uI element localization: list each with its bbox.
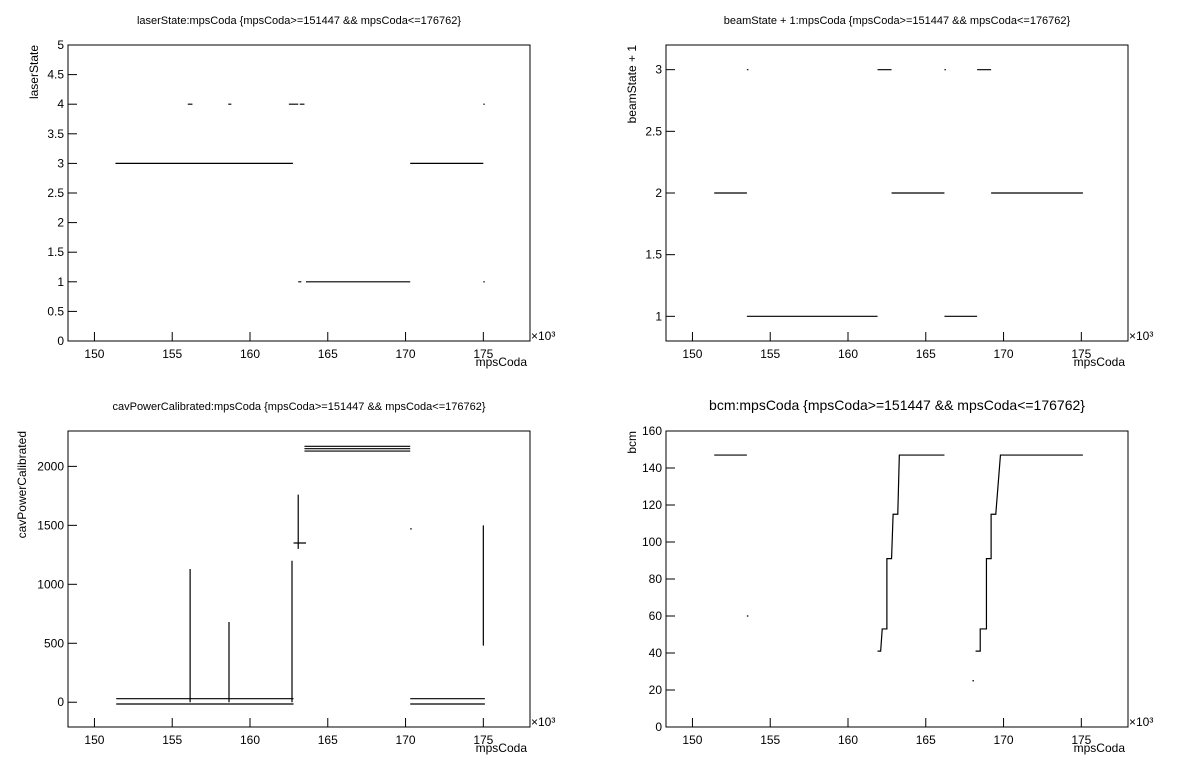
y-tick-label: 160	[642, 424, 662, 438]
x-tick-label: 160	[838, 733, 858, 747]
x-tick-label: 165	[916, 347, 936, 361]
y-axis-title: beamState + 1	[625, 45, 639, 124]
data-line	[116, 445, 485, 705]
x-axis-title: mpsCoda	[476, 741, 528, 755]
y-tick-label: 4	[57, 97, 64, 111]
x-exponent: ×10³	[531, 715, 555, 729]
x-axis-title: mpsCoda	[1074, 741, 1126, 755]
y-tick-label: 1	[655, 309, 662, 323]
y-tick-label: 140	[642, 461, 662, 475]
plot-frame	[665, 430, 1129, 728]
y-tick-label: 0	[57, 334, 64, 348]
x-tick-label: 160	[240, 347, 260, 361]
x-tick-label: 155	[162, 347, 182, 361]
y-tick-label: 3	[57, 156, 64, 170]
plot-frame	[67, 44, 531, 342]
y-tick-label: 1.5	[645, 248, 662, 262]
y-tick-label: 1000	[37, 577, 64, 591]
panel: cavPowerCalibrated:mpsCoda {mpsCoda>=151…	[15, 401, 555, 755]
y-axis-title: cavPowerCalibrated	[15, 431, 29, 538]
panel-title: cavPowerCalibrated:mpsCoda {mpsCoda>=151…	[112, 401, 485, 413]
y-axis-title: laserState	[27, 45, 41, 99]
x-tick-label: 170	[994, 347, 1014, 361]
y-tick-label: 20	[649, 683, 663, 697]
x-tick-label: 155	[760, 347, 780, 361]
x-tick-label: 160	[240, 733, 260, 747]
y-tick-label: 2	[57, 216, 64, 230]
x-tick-label: 165	[916, 733, 936, 747]
y-tick-label: 80	[649, 572, 663, 586]
y-tick-label: 1.5	[47, 245, 64, 259]
y-tick-label: 500	[44, 636, 64, 650]
x-tick-label: 170	[396, 733, 416, 747]
panel: bcm:mpsCoda {mpsCoda>=151447 && mpsCoda<…	[625, 397, 1153, 755]
x-tick-label: 150	[84, 347, 104, 361]
y-tick-label: 2.5	[47, 186, 64, 200]
x-tick-label: 170	[396, 347, 416, 361]
y-tick-label: 2.5	[645, 124, 662, 138]
x-tick-label: 160	[838, 347, 858, 361]
panel-title: bcm:mpsCoda {mpsCoda>=151447 && mpsCoda<…	[709, 397, 1085, 413]
y-tick-label: 3	[655, 63, 662, 77]
y-tick-label: 0	[655, 720, 662, 734]
y-tick-label: 1500	[37, 518, 64, 532]
x-tick-label: 175	[1071, 733, 1091, 747]
x-exponent: ×10³	[1129, 715, 1153, 729]
y-tick-label: 3.5	[47, 127, 64, 141]
y-tick-label: 0.5	[47, 304, 64, 318]
y-tick-label: 60	[649, 609, 663, 623]
y-tick-label: 40	[649, 646, 663, 660]
panel-title: laserState:mpsCoda {mpsCoda>=151447 && m…	[137, 15, 461, 27]
x-tick-label: 175	[1071, 347, 1091, 361]
data-line	[115, 103, 485, 283]
y-tick-label: 2000	[37, 459, 64, 473]
x-axis-title: mpsCoda	[1074, 355, 1126, 369]
x-tick-label: 165	[318, 733, 338, 747]
y-tick-label: 2	[655, 186, 662, 200]
x-exponent: ×10³	[1129, 329, 1153, 343]
y-tick-label: 1	[57, 275, 64, 289]
y-tick-label: 5	[57, 38, 64, 52]
y-tick-label: 0	[57, 695, 64, 709]
x-tick-label: 155	[760, 733, 780, 747]
data-line	[714, 454, 1083, 682]
x-exponent: ×10³	[531, 329, 555, 343]
data-line	[714, 69, 1083, 317]
x-tick-label: 165	[318, 347, 338, 361]
x-axis-title: mpsCoda	[476, 355, 528, 369]
panel-title: beamState + 1:mpsCoda {mpsCoda>=151447 &…	[724, 15, 1071, 27]
y-tick-label: 4.5	[47, 68, 64, 82]
x-tick-label: 155	[162, 733, 182, 747]
x-tick-label: 170	[994, 733, 1014, 747]
plot-frame	[67, 430, 531, 728]
x-tick-label: 175	[473, 347, 493, 361]
panel: laserState:mpsCoda {mpsCoda>=151447 && m…	[27, 15, 555, 369]
x-tick-label: 150	[682, 733, 702, 747]
y-tick-label: 100	[642, 535, 662, 549]
y-axis-title: bcm	[625, 431, 639, 454]
panel: beamState + 1:mpsCoda {mpsCoda>=151447 &…	[625, 15, 1153, 369]
x-tick-label: 175	[473, 733, 493, 747]
y-tick-label: 120	[642, 498, 662, 512]
x-tick-label: 150	[84, 733, 104, 747]
x-tick-label: 150	[682, 347, 702, 361]
